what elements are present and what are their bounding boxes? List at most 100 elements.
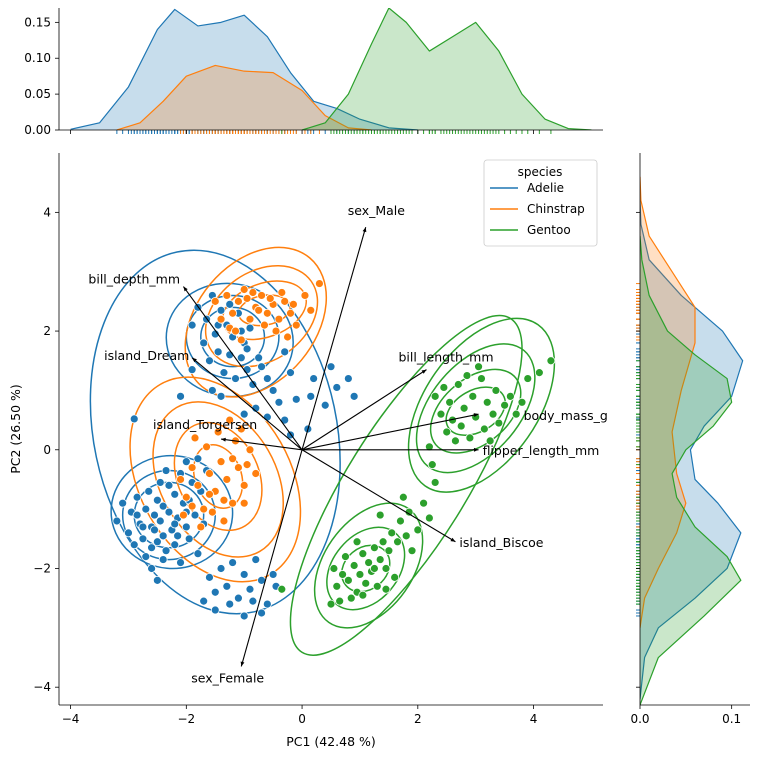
loading-label-flipper-length-mm: flipper_length_mm (483, 443, 600, 458)
point-chinstrap-24 (271, 326, 281, 336)
top-y-tick-label-0.10: 0.10 (24, 51, 51, 65)
point-chinstrap-39 (228, 498, 238, 508)
point-adelie-99 (239, 409, 249, 419)
point-gentoo-13 (482, 397, 492, 407)
point-chinstrap-57 (228, 454, 238, 464)
point-adelie-8 (141, 504, 151, 514)
loading-arrow-island-dream (191, 357, 303, 451)
point-chinstrap-0 (210, 296, 220, 306)
point-gentoo-31 (326, 599, 336, 609)
point-adelie-80 (268, 386, 278, 395)
point-adelie-109 (199, 596, 209, 606)
point-chinstrap-59 (239, 498, 249, 508)
point-chinstrap-14 (291, 320, 301, 330)
point-chinstrap-44 (196, 522, 206, 532)
point-chinstrap-31 (181, 492, 191, 502)
point-gentoo-19 (511, 409, 521, 419)
point-gentoo-65 (398, 492, 408, 502)
point-adelie-4 (129, 540, 139, 550)
loading-arrowhead-bill-depth-mm (183, 286, 188, 292)
point-chinstrap-40 (234, 463, 243, 472)
point-adelie-74 (245, 323, 255, 333)
point-adelie-38 (129, 414, 139, 424)
loading-arrow-bill-depth-mm (182, 286, 303, 451)
y-tick-label-4: 4 (43, 205, 51, 219)
point-adelie-19 (164, 507, 174, 517)
point-gentoo-28 (424, 442, 434, 452)
point-adelie-23 (170, 540, 180, 550)
top-marginal-ticks: 0.00 0.05 0.10 0.15 (24, 15, 534, 137)
point-adelie-22 (170, 489, 180, 499)
point-chinstrap-19 (277, 288, 287, 297)
point-chinstrap-37 (216, 457, 226, 467)
right-density-fill-gentoo (640, 236, 741, 705)
point-adelie-65 (219, 368, 229, 378)
point-adelie-81 (274, 397, 284, 407)
point-adelie-83 (286, 368, 295, 378)
point-chinstrap-53 (190, 433, 200, 443)
x-tick-label--2: −2 (177, 712, 195, 726)
point-chinstrap-2 (222, 291, 232, 300)
point-gentoo-64 (329, 564, 339, 573)
point-adelie-20 (164, 480, 174, 490)
point-gentoo-18 (506, 391, 515, 401)
point-adelie-39 (147, 564, 156, 573)
loading-arrow-body-mass-g (301, 413, 479, 451)
point-chinstrap-13 (286, 308, 295, 318)
point-adelie-90 (343, 374, 353, 383)
point-adelie-13 (152, 495, 162, 505)
right-density-layer (640, 176, 744, 705)
point-adelie-60 (205, 356, 214, 366)
point-adelie-101 (170, 519, 180, 529)
point-gentoo-16 (494, 418, 504, 428)
loading-label-sex-male: sex_Male (348, 203, 406, 218)
point-gentoo-1 (436, 409, 446, 419)
point-gentoo-34 (341, 552, 350, 562)
point-adelie-54 (239, 611, 249, 621)
contour-gentoo-5 (326, 526, 406, 611)
point-adelie-102 (155, 478, 165, 487)
point-gentoo-67 (375, 510, 385, 520)
legend-label-chinstrap: Chinstrap (527, 202, 585, 216)
point-chinstrap-8 (257, 291, 266, 300)
point-adelie-7 (138, 534, 148, 544)
point-gentoo-39 (358, 549, 368, 559)
point-gentoo-5 (453, 380, 463, 389)
point-adelie-34 (193, 549, 203, 559)
point-adelie-58 (199, 338, 209, 348)
point-chinstrap-52 (179, 510, 188, 520)
right-marginal: 0.0 0.1 (630, 153, 750, 726)
point-adelie-115 (161, 466, 171, 475)
point-gentoo-17 (500, 400, 510, 410)
point-adelie-98 (262, 374, 272, 383)
point-gentoo-12 (479, 424, 489, 434)
point-adelie-47 (239, 570, 249, 579)
loading-label-bill-depth-mm: bill_depth_mm (88, 272, 180, 287)
point-gentoo-51 (393, 537, 402, 547)
point-adelie-40 (152, 575, 162, 585)
loading-arrowhead-island-torgersen (221, 437, 226, 442)
point-gentoo-20 (517, 397, 527, 407)
loading-label-island-torgersen: island_Torgersen (153, 417, 257, 432)
point-adelie-2 (124, 528, 133, 538)
y-axis-label: PC2 (26.50 %) (8, 384, 23, 474)
point-chinstrap-22 (248, 288, 258, 297)
point-chinstrap-25 (254, 305, 264, 315)
point-adelie-29 (181, 457, 191, 467)
point-gentoo-30 (277, 584, 287, 594)
top-density-line-adelie (70, 8, 418, 130)
point-adelie-14 (152, 537, 162, 547)
x-tick-label-0: 0 (298, 712, 306, 726)
y-tick-label-0: 0 (43, 443, 51, 457)
loading-label-bill-length-mm: bill_length_mm (398, 350, 493, 365)
point-chinstrap-3 (228, 308, 238, 318)
point-adelie-111 (225, 299, 235, 309)
point-chinstrap-48 (242, 460, 252, 470)
point-adelie-86 (309, 374, 319, 383)
point-chinstrap-29 (283, 332, 292, 342)
point-gentoo-35 (343, 575, 353, 585)
point-adelie-63 (213, 347, 223, 357)
point-chinstrap-50 (225, 415, 235, 425)
point-chinstrap-55 (219, 516, 229, 526)
point-chinstrap-9 (262, 308, 272, 318)
